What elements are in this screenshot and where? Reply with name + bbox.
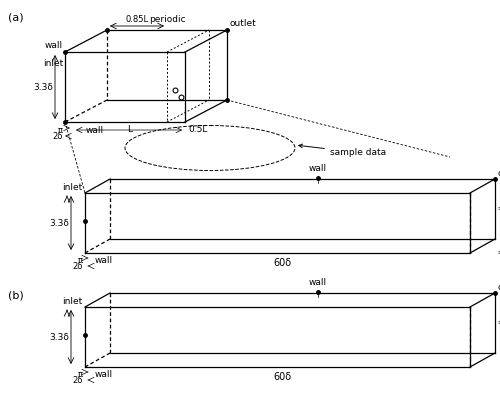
Text: periodic: periodic [148, 15, 186, 24]
Text: outlet: outlet [230, 19, 257, 28]
Text: 60δ: 60δ [274, 372, 291, 382]
Polygon shape [470, 179, 495, 253]
Text: wall: wall [45, 41, 63, 50]
Text: wall: wall [308, 278, 326, 287]
Text: wall: wall [95, 256, 113, 265]
Text: π: π [78, 256, 83, 265]
Text: inlet: inlet [43, 60, 63, 68]
Text: (b): (b) [8, 290, 24, 300]
Polygon shape [185, 30, 227, 122]
Text: *: * [498, 206, 500, 216]
Polygon shape [65, 52, 185, 122]
Polygon shape [85, 179, 495, 193]
Text: 3.3δ: 3.3δ [33, 82, 53, 92]
Text: π: π [58, 126, 63, 135]
Text: 2δ: 2δ [72, 376, 83, 385]
Polygon shape [65, 100, 227, 122]
Polygon shape [65, 30, 227, 52]
Text: wall: wall [86, 126, 104, 135]
Text: outlet: outlet [497, 283, 500, 292]
Text: 60δ: 60δ [274, 258, 291, 268]
Polygon shape [85, 239, 495, 253]
Text: sample data: sample data [299, 144, 386, 157]
Text: inlet: inlet [62, 297, 82, 306]
Text: outlet: outlet [497, 169, 500, 178]
Text: 3.3δ: 3.3δ [49, 333, 69, 341]
Text: wall: wall [308, 164, 326, 173]
Polygon shape [85, 293, 495, 307]
Text: 2δ: 2δ [52, 132, 63, 141]
Text: 0.5L: 0.5L [188, 125, 208, 134]
Text: 2δ: 2δ [72, 262, 83, 271]
Polygon shape [85, 353, 495, 367]
Text: *: * [498, 320, 500, 330]
Text: L: L [128, 125, 132, 134]
Text: (a): (a) [8, 12, 24, 22]
Text: inlet: inlet [62, 183, 82, 192]
Text: wall: wall [95, 370, 113, 379]
Text: 3.3δ: 3.3δ [49, 218, 69, 228]
Polygon shape [85, 193, 470, 253]
Text: *: * [498, 250, 500, 260]
Polygon shape [470, 293, 495, 367]
Polygon shape [85, 307, 470, 367]
Text: 0.85L: 0.85L [126, 15, 148, 24]
Text: π: π [78, 370, 83, 379]
